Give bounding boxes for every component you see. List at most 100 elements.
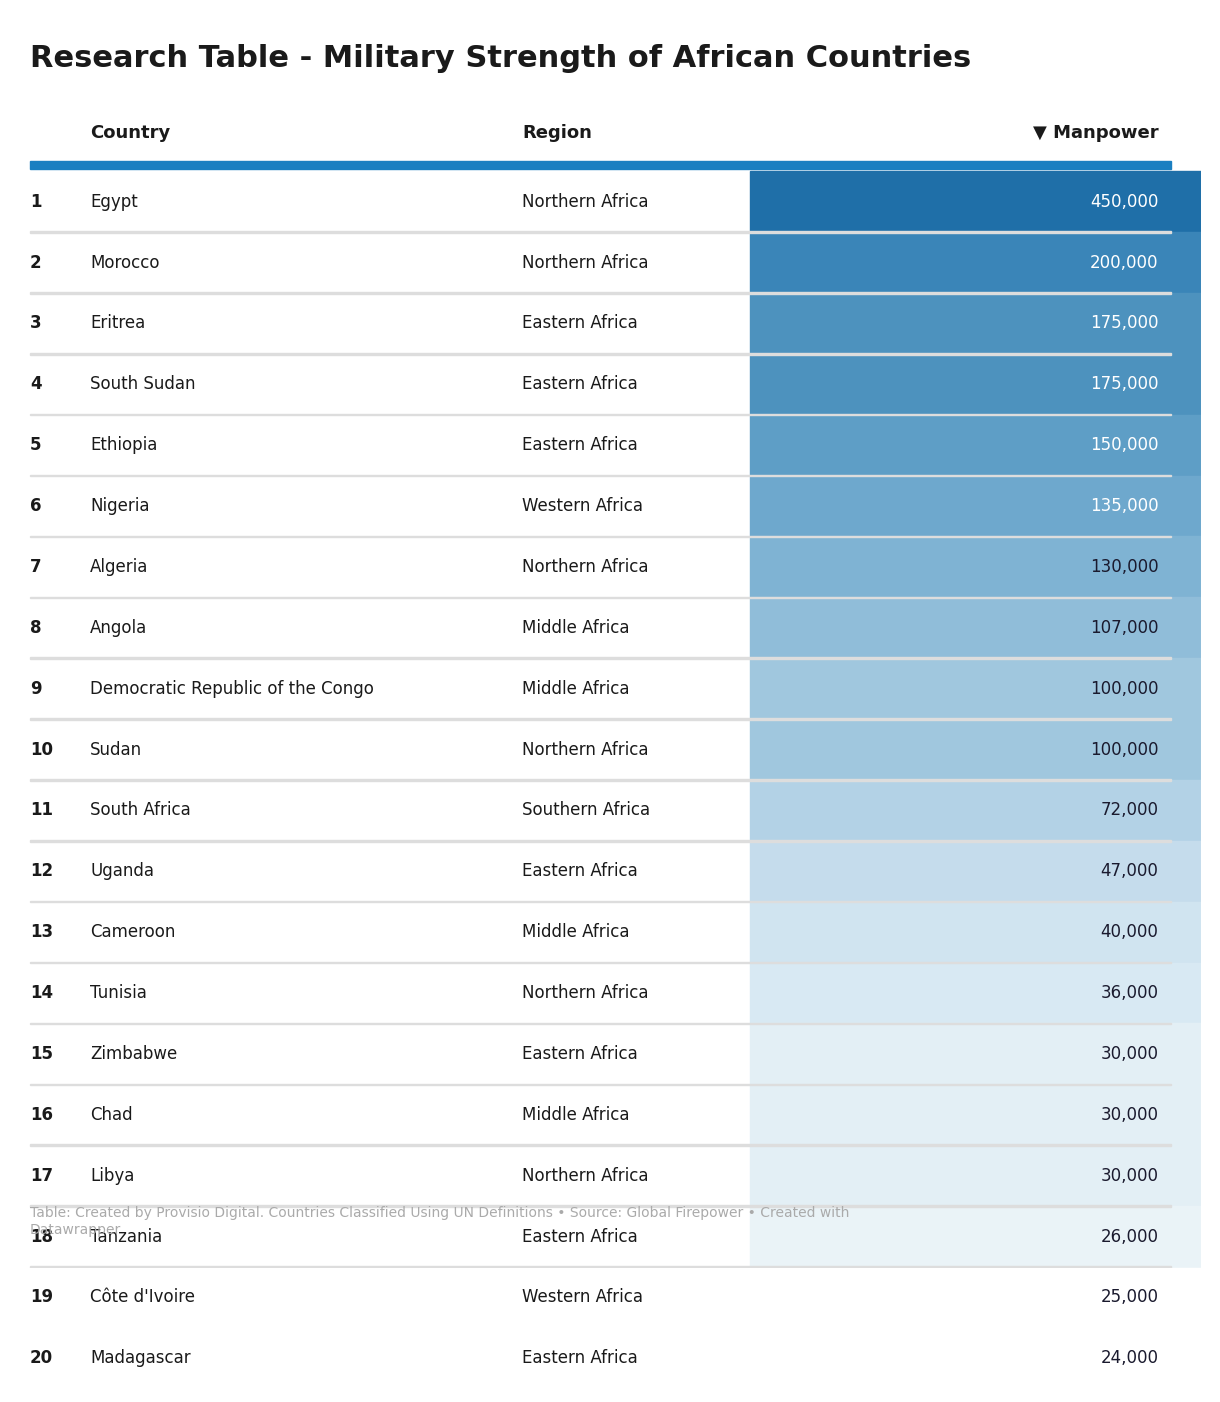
Bar bbox=[750, 1084, 1200, 1145]
Bar bbox=[30, 1144, 1171, 1145]
Text: Region: Region bbox=[522, 125, 592, 142]
Text: Northern Africa: Northern Africa bbox=[522, 558, 649, 576]
Text: 47,000: 47,000 bbox=[1100, 862, 1159, 880]
Text: Southern Africa: Southern Africa bbox=[522, 802, 650, 819]
Text: Middle Africa: Middle Africa bbox=[522, 923, 630, 941]
Text: Middle Africa: Middle Africa bbox=[522, 1106, 630, 1124]
Text: 30,000: 30,000 bbox=[1100, 1166, 1159, 1185]
Bar bbox=[30, 1388, 1171, 1389]
Bar bbox=[750, 353, 1200, 415]
Text: 107,000: 107,000 bbox=[1091, 618, 1159, 637]
Text: Côte d'Ivoire: Côte d'Ivoire bbox=[90, 1288, 195, 1307]
Text: Northern Africa: Northern Africa bbox=[522, 740, 649, 758]
Text: Ethiopia: Ethiopia bbox=[90, 436, 157, 454]
Text: 72,000: 72,000 bbox=[1100, 802, 1159, 819]
Text: 12: 12 bbox=[30, 862, 54, 880]
Text: 16: 16 bbox=[30, 1106, 52, 1124]
Bar bbox=[30, 597, 1171, 599]
Bar bbox=[30, 1022, 1171, 1025]
Bar bbox=[30, 231, 1171, 233]
Text: Eastern Africa: Eastern Africa bbox=[522, 1349, 638, 1367]
Bar bbox=[30, 161, 1171, 168]
Text: South Africa: South Africa bbox=[90, 802, 190, 819]
Bar bbox=[30, 414, 1171, 415]
Bar bbox=[30, 1266, 1171, 1267]
Text: Madagascar: Madagascar bbox=[90, 1349, 190, 1367]
Text: Northern Africa: Northern Africa bbox=[522, 984, 649, 1002]
Bar bbox=[30, 658, 1171, 659]
Text: Middle Africa: Middle Africa bbox=[522, 618, 630, 637]
Bar bbox=[30, 962, 1171, 963]
Text: Egypt: Egypt bbox=[90, 192, 138, 210]
Bar bbox=[750, 841, 1200, 901]
Text: Northern Africa: Northern Africa bbox=[522, 1166, 649, 1185]
Bar bbox=[750, 963, 1200, 1023]
Text: 18: 18 bbox=[30, 1228, 52, 1245]
Bar bbox=[750, 1267, 1200, 1328]
Text: Table: Created by Provisio Digital. Countries Classified Using UN Definitions • : Table: Created by Provisio Digital. Coun… bbox=[30, 1206, 849, 1237]
Text: 175,000: 175,000 bbox=[1091, 376, 1159, 394]
Text: Country: Country bbox=[90, 125, 171, 142]
Text: Sudan: Sudan bbox=[90, 740, 143, 758]
Bar bbox=[30, 901, 1171, 903]
Bar bbox=[30, 292, 1171, 294]
Text: Angola: Angola bbox=[90, 618, 148, 637]
Text: Middle Africa: Middle Africa bbox=[522, 680, 630, 698]
Text: 1: 1 bbox=[30, 192, 41, 210]
Text: 100,000: 100,000 bbox=[1091, 740, 1159, 758]
Bar bbox=[30, 475, 1171, 477]
Text: Libya: Libya bbox=[90, 1166, 134, 1185]
Text: Zimbabwe: Zimbabwe bbox=[90, 1044, 177, 1063]
Text: Tanzania: Tanzania bbox=[90, 1228, 162, 1245]
Text: Chad: Chad bbox=[90, 1106, 133, 1124]
Bar bbox=[30, 1084, 1171, 1085]
Text: South Sudan: South Sudan bbox=[90, 376, 195, 394]
Text: ▼ Manpower: ▼ Manpower bbox=[1033, 125, 1159, 142]
Bar bbox=[30, 353, 1171, 355]
Text: Tunisia: Tunisia bbox=[90, 984, 146, 1002]
Bar bbox=[30, 1328, 1171, 1329]
Text: 450,000: 450,000 bbox=[1091, 192, 1159, 210]
Text: Eastern Africa: Eastern Africa bbox=[522, 314, 638, 332]
Text: 11: 11 bbox=[30, 802, 52, 819]
Text: 13: 13 bbox=[30, 923, 54, 941]
Bar bbox=[750, 233, 1200, 293]
Text: 7: 7 bbox=[30, 558, 41, 576]
Text: 10: 10 bbox=[30, 740, 52, 758]
Text: Eastern Africa: Eastern Africa bbox=[522, 1044, 638, 1063]
Bar bbox=[30, 840, 1171, 841]
Text: 9: 9 bbox=[30, 680, 41, 698]
Text: 30,000: 30,000 bbox=[1100, 1106, 1159, 1124]
Text: 20: 20 bbox=[30, 1349, 54, 1367]
Text: Algeria: Algeria bbox=[90, 558, 149, 576]
Text: 6: 6 bbox=[30, 498, 41, 515]
Text: 5: 5 bbox=[30, 436, 41, 454]
Text: 100,000: 100,000 bbox=[1091, 680, 1159, 698]
Text: 26,000: 26,000 bbox=[1100, 1228, 1159, 1245]
Text: Northern Africa: Northern Africa bbox=[522, 192, 649, 210]
Text: 40,000: 40,000 bbox=[1100, 923, 1159, 941]
Bar bbox=[750, 171, 1200, 233]
Text: 2: 2 bbox=[30, 254, 41, 272]
Bar bbox=[750, 1328, 1200, 1389]
Bar bbox=[30, 1206, 1171, 1207]
Text: Eritrea: Eritrea bbox=[90, 314, 145, 332]
Text: 135,000: 135,000 bbox=[1089, 498, 1159, 515]
Bar bbox=[750, 780, 1200, 841]
Bar bbox=[750, 719, 1200, 780]
Text: Cameroon: Cameroon bbox=[90, 923, 176, 941]
Bar bbox=[750, 597, 1200, 658]
Text: 3: 3 bbox=[30, 314, 41, 332]
Text: 25,000: 25,000 bbox=[1100, 1288, 1159, 1307]
Text: Eastern Africa: Eastern Africa bbox=[522, 376, 638, 394]
Text: Democratic Republic of the Congo: Democratic Republic of the Congo bbox=[90, 680, 373, 698]
Text: Nigeria: Nigeria bbox=[90, 498, 150, 515]
Text: Western Africa: Western Africa bbox=[522, 1288, 643, 1307]
Bar bbox=[750, 1023, 1200, 1084]
Text: 15: 15 bbox=[30, 1044, 52, 1063]
Text: Eastern Africa: Eastern Africa bbox=[522, 1228, 638, 1245]
Text: Morocco: Morocco bbox=[90, 254, 160, 272]
Bar bbox=[30, 718, 1171, 719]
Text: 19: 19 bbox=[30, 1288, 54, 1307]
Bar bbox=[30, 536, 1171, 537]
